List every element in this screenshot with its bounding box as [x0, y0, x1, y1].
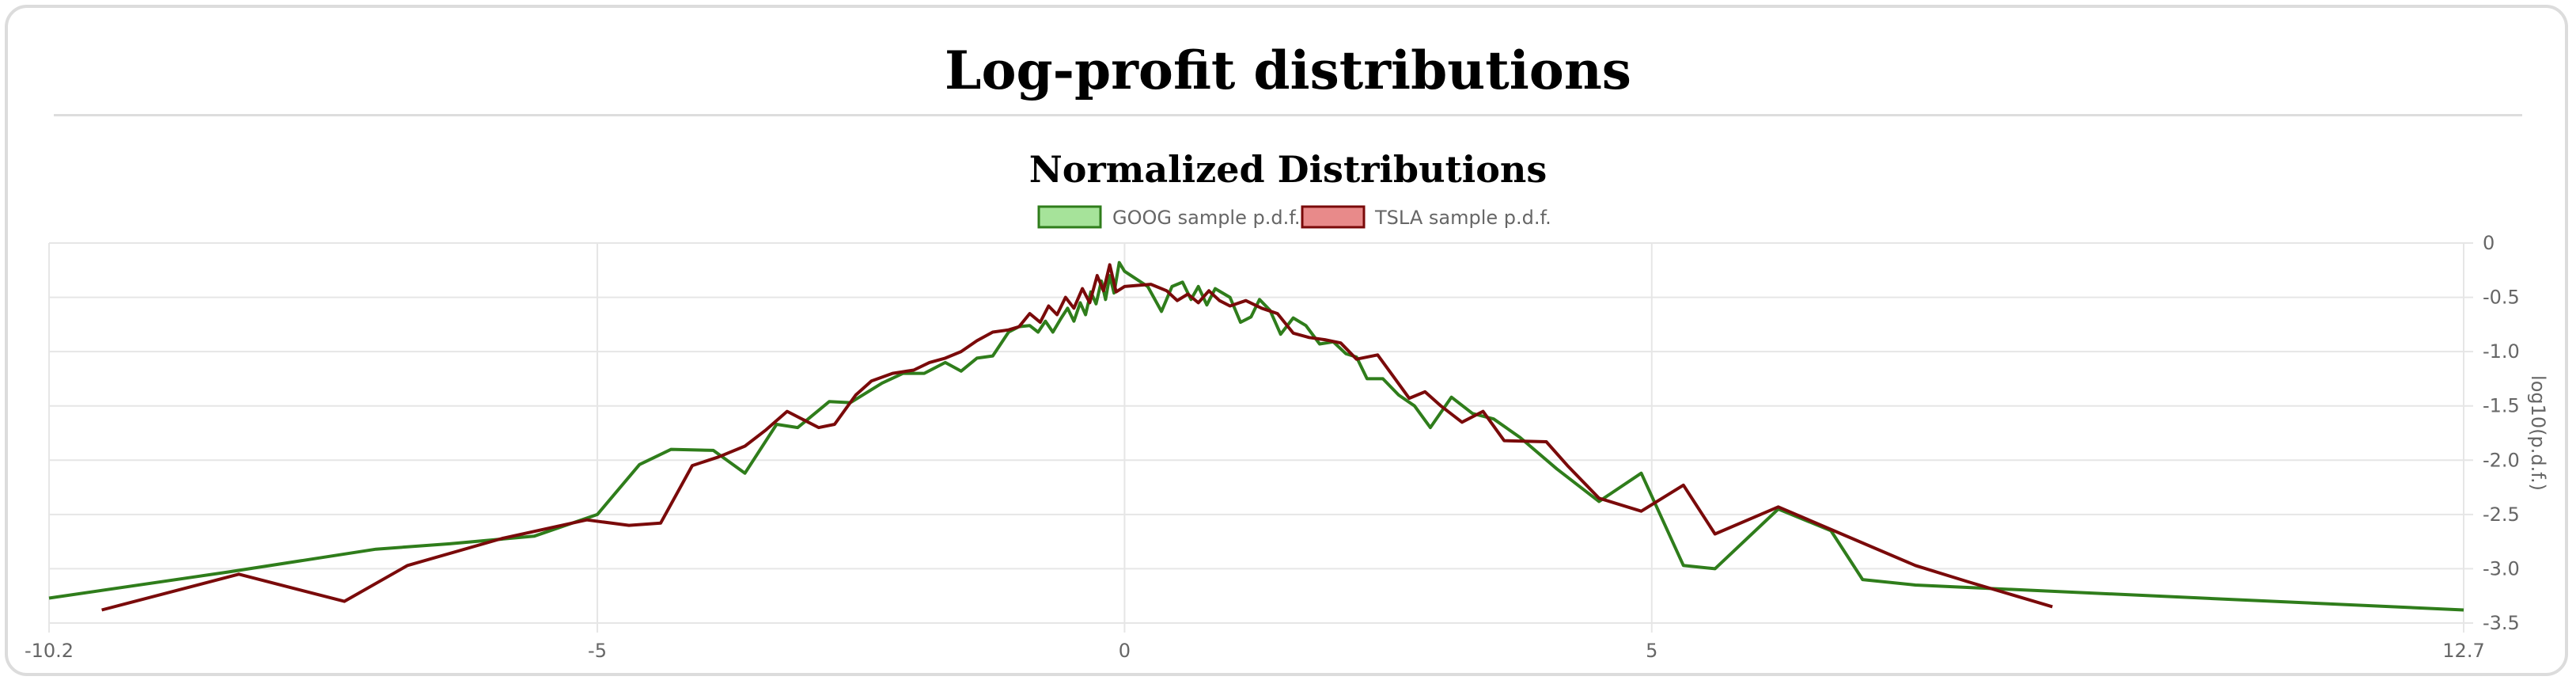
legend: GOOG sample p.d.f. TSLA sample p.d.f. [1037, 205, 1551, 229]
y-tick-label: -0.5 [2483, 287, 2520, 309]
series-line-goog [48, 260, 2464, 612]
y-axis-title: log10(p.d.f.) [2527, 375, 2549, 491]
y-tick-label: -3.5 [2483, 612, 2520, 634]
legend-label-goog: GOOG sample p.d.f. [1112, 207, 1301, 229]
y-tick-label: -1.0 [2483, 340, 2520, 363]
legend-swatch-tsla [1301, 205, 1366, 229]
grid [48, 242, 2473, 633]
y-tick-label: -3.0 [2483, 557, 2520, 580]
chart-title: Normalized Distributions [1029, 148, 1547, 191]
y-tick-label: -1.5 [2483, 395, 2520, 417]
chart-panel [5, 5, 2568, 676]
legend-label-tsla: TSLA sample p.d.f. [1374, 207, 1551, 229]
x-tick-label: 5 [1646, 640, 1657, 662]
y-tick-label: -2.5 [2483, 504, 2520, 526]
y-tick-label: 0 [2483, 232, 2495, 254]
title-divider [54, 114, 2522, 116]
page-title: Log-profit distributions [945, 40, 1631, 101]
y-tick-label: -2.0 [2483, 449, 2520, 471]
legend-item-tsla[interactable]: TSLA sample p.d.f. [1301, 205, 1551, 229]
x-tick-label: 0 [1119, 640, 1131, 662]
legend-swatch-goog [1037, 205, 1102, 229]
y-axis-ticks: 0 -0.5 -1.0 -1.5 -2.0 -2.5 -3.0 -3.5 [2483, 232, 2520, 634]
x-tick-label: -10.2 [25, 640, 74, 662]
series-line-tsla [101, 263, 2053, 612]
x-axis-ticks: -10.2 -5 0 5 12.7 [25, 640, 2485, 662]
x-tick-label: -5 [588, 640, 607, 662]
series-lines [48, 260, 2464, 612]
x-tick-label: 12.7 [2442, 640, 2484, 662]
legend-item-goog[interactable]: GOOG sample p.d.f. [1037, 205, 1301, 229]
